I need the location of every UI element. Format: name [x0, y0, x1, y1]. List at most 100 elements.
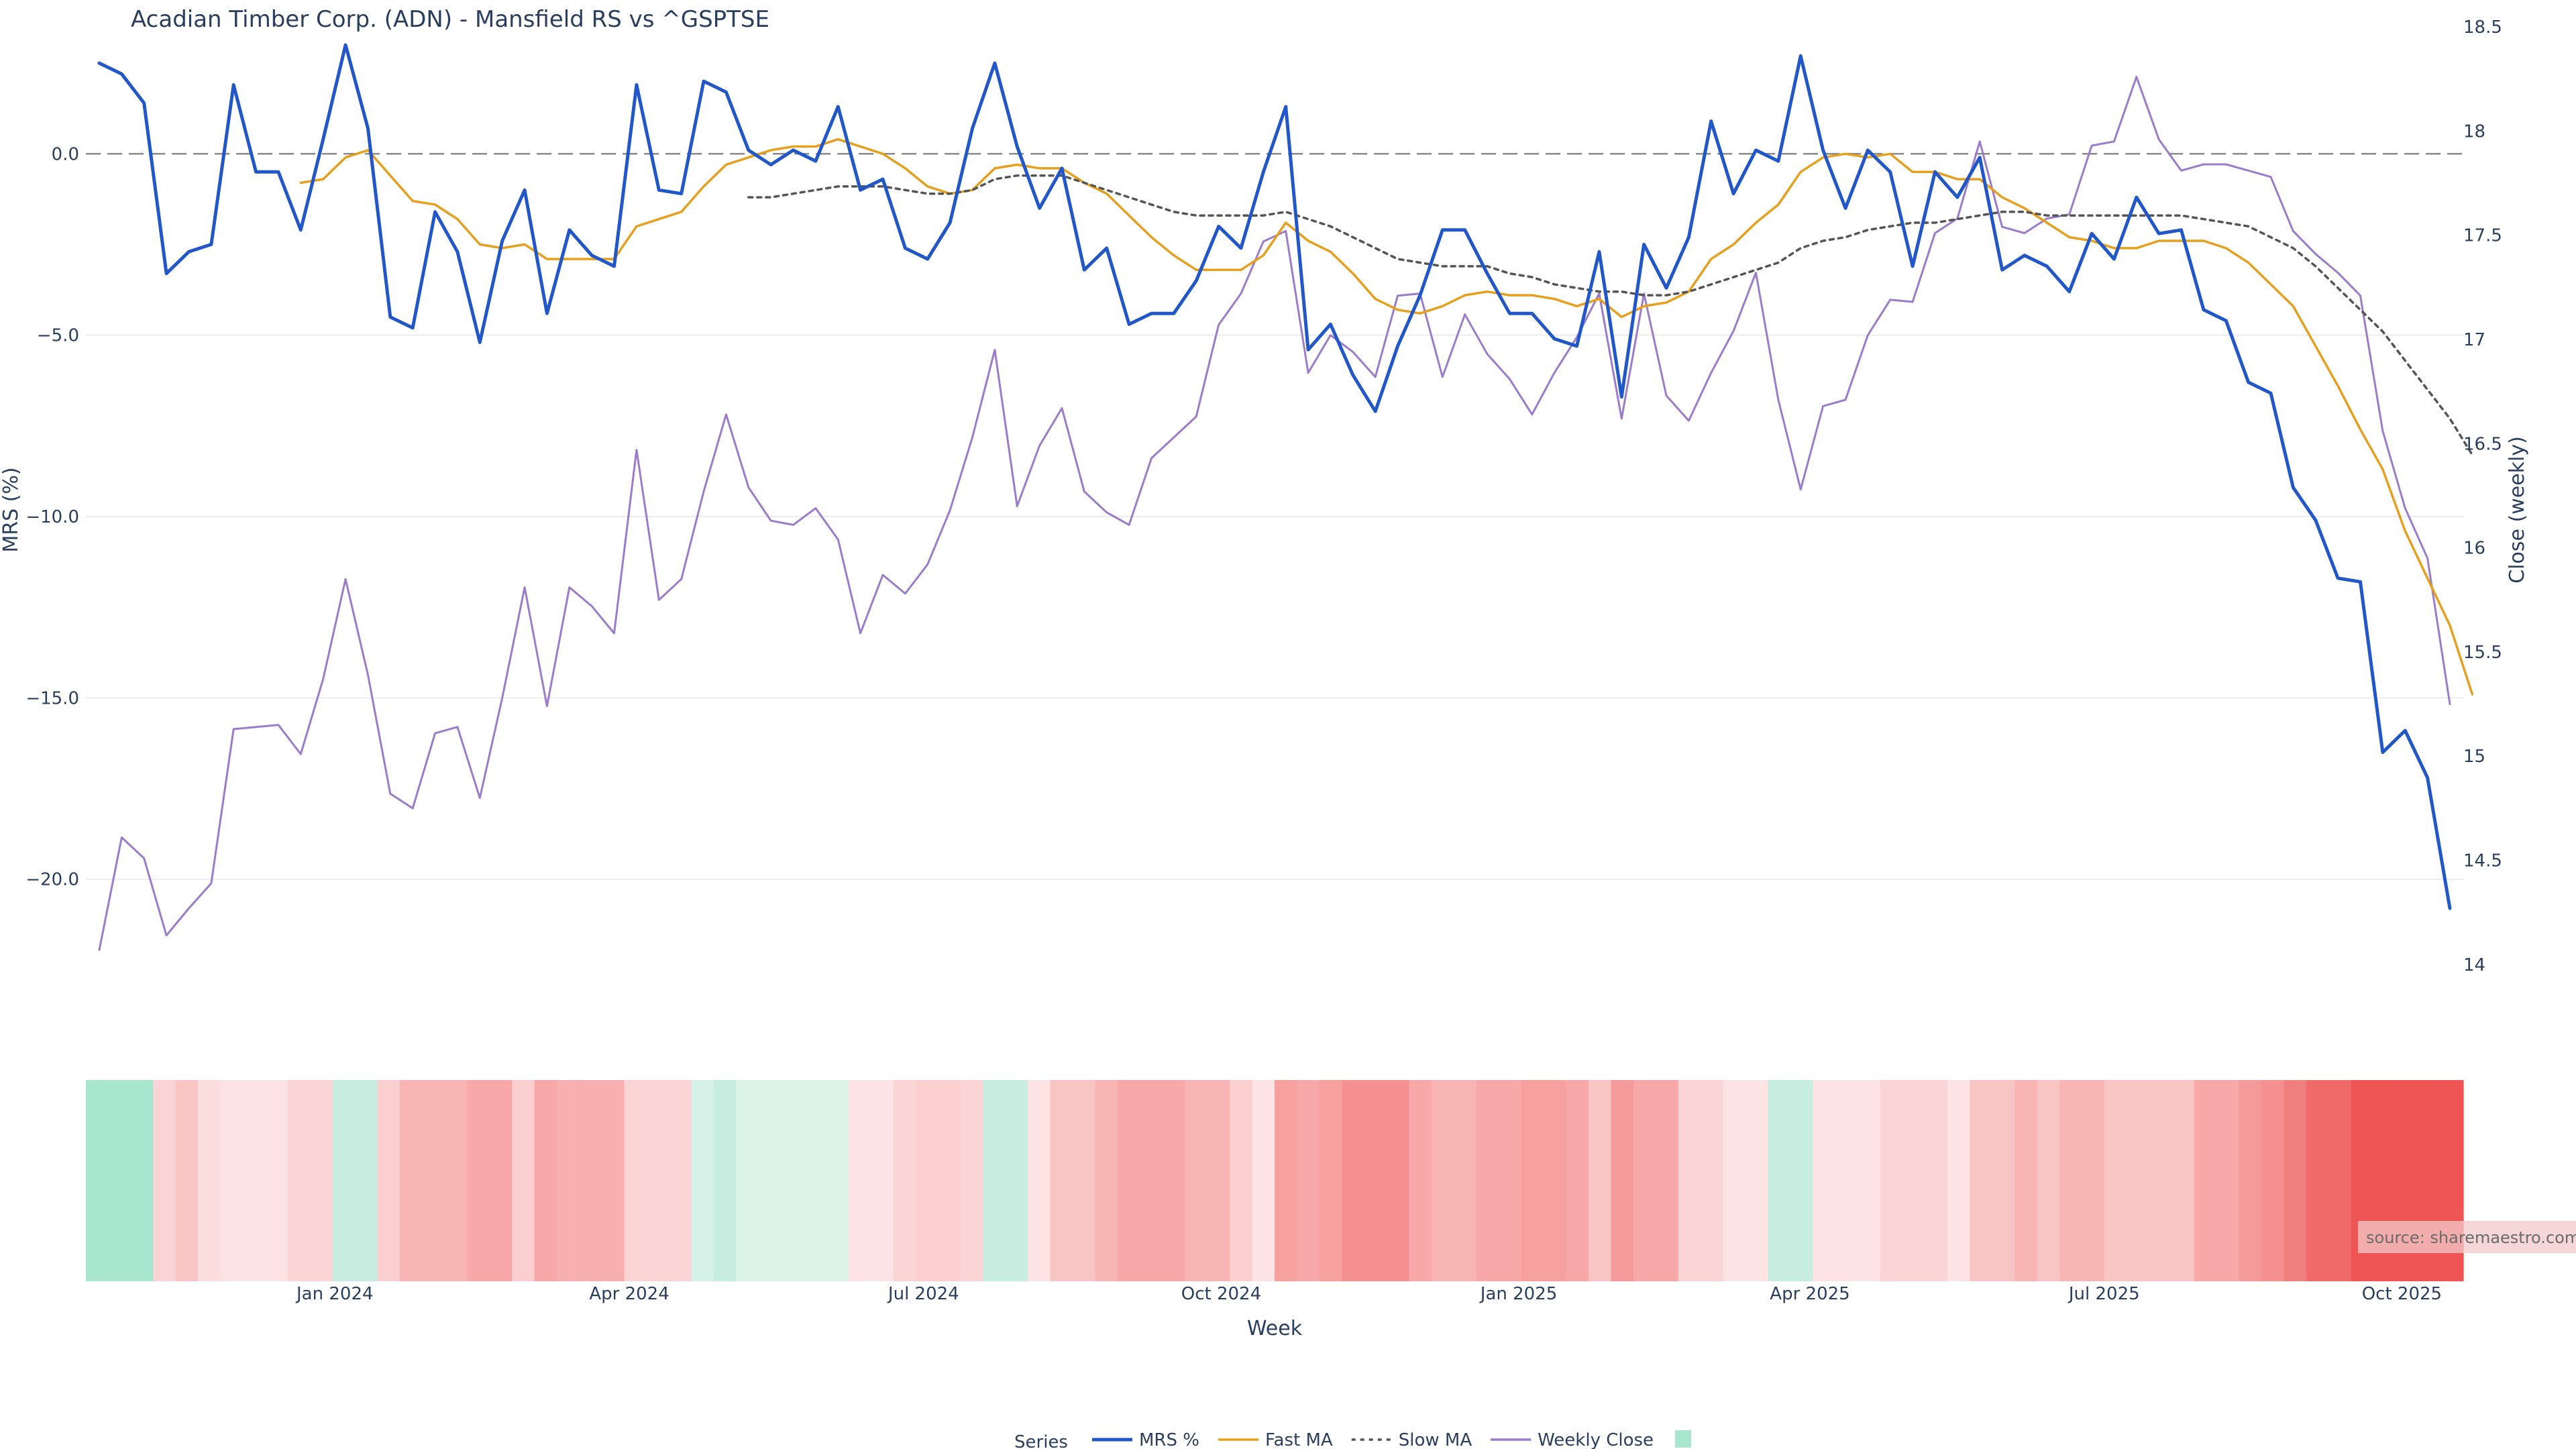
heatmap-cell — [960, 1080, 983, 1281]
heatmap-cell — [1880, 1080, 1903, 1281]
heatmap-cell — [826, 1080, 849, 1281]
y2-tick-label: 17 — [2463, 330, 2485, 350]
heatmap-cell — [1185, 1080, 1208, 1281]
legend-label: Weekly Close — [1538, 1430, 1654, 1449]
heatmap-cell — [489, 1080, 513, 1281]
heatmap-cell — [1678, 1080, 1701, 1281]
heatmap-cell — [714, 1080, 737, 1281]
heatmap-cell — [1454, 1080, 1477, 1281]
x-tick-label: Jan 2024 — [295, 1284, 374, 1304]
legend: Series MRS % Fast MA Slow MA Weekly Close — [1014, 1430, 1692, 1449]
grid-lines — [86, 153, 2463, 880]
heatmap-cell — [1364, 1080, 1387, 1281]
heatmap-cell — [243, 1080, 266, 1281]
heatmap-cell — [1207, 1080, 1230, 1281]
heatmap-cell — [1140, 1080, 1163, 1281]
heatmap-cell — [601, 1080, 625, 1281]
heatmap-cell — [198, 1080, 221, 1281]
heatmap-cell — [691, 1080, 714, 1281]
y2-tick-label: 17.5 — [2463, 226, 2502, 246]
y2-tick-label: 14.5 — [2463, 851, 2502, 871]
heatmap-cell — [1701, 1080, 1724, 1281]
legend-label: Slow MA — [1399, 1430, 1472, 1449]
y2-tick-label: 16.5 — [2463, 434, 2502, 454]
y2-tick-label: 14 — [2463, 955, 2485, 975]
heatmap-cell — [444, 1080, 468, 1281]
y2-tick-label: 15 — [2463, 747, 2485, 767]
source-box — [2358, 1221, 2576, 1253]
heatmap-cell — [1297, 1080, 1320, 1281]
heatmap-cell — [848, 1080, 871, 1281]
heatmap-cell — [534, 1080, 557, 1281]
y-tick-label: 0.0 — [52, 144, 79, 164]
heatmap-cell — [332, 1080, 356, 1281]
x-tick-label: Apr 2024 — [589, 1284, 669, 1304]
x-tick-label: Jan 2025 — [1479, 1284, 1558, 1304]
heatmap-cell — [2306, 1080, 2329, 1281]
heatmap-cell — [220, 1080, 244, 1281]
heatmap-cell — [1790, 1080, 1814, 1281]
y-tick-label: −20.0 — [25, 870, 79, 890]
heatmap-cell — [1095, 1080, 1118, 1281]
heatmap-cell — [1723, 1080, 1746, 1281]
x-tick-label: Jul 2024 — [887, 1284, 959, 1304]
heatmap-cell — [2194, 1080, 2217, 1281]
heatmap-cell — [1947, 1080, 1971, 1281]
heatmap-cell — [1656, 1080, 1679, 1281]
heatmap-cell — [1499, 1080, 1522, 1281]
y-tick-label: −10.0 — [25, 507, 79, 527]
heatmap-cell — [1342, 1080, 1365, 1281]
heatmap-cell — [355, 1080, 378, 1281]
heatmap-cell — [1432, 1080, 1455, 1281]
y-axis-title: MRS (%) — [0, 467, 23, 552]
heatmap-cell — [759, 1080, 782, 1281]
heatmap-cell — [1319, 1080, 1342, 1281]
y2-tick-label: 15.5 — [2463, 643, 2502, 663]
heatmap-cell — [1387, 1080, 1410, 1281]
heatmap-cell — [130, 1080, 154, 1281]
y-axis-ticks: 0.0 −5.0 −10.0 −15.0 −20.0 — [25, 144, 79, 890]
heatmap-cell — [287, 1080, 311, 1281]
x-tick-label: Oct 2024 — [1181, 1284, 1261, 1304]
y-tick-label: −5.0 — [37, 326, 79, 346]
heatmap-cell — [1970, 1080, 1993, 1281]
heatmap-cell — [871, 1080, 894, 1281]
heatmap-cell — [579, 1080, 602, 1281]
heatmap-cell — [2261, 1080, 2285, 1281]
heatmap-strip — [86, 1080, 2464, 1281]
heatmap-cell — [1476, 1080, 1499, 1281]
heatmap-cell — [2328, 1080, 2352, 1281]
heatmap-cell — [1858, 1080, 1881, 1281]
heatmap-cell — [1589, 1080, 1612, 1281]
heatmap-cell — [557, 1080, 580, 1281]
heatmap-cell — [400, 1080, 423, 1281]
series-line-fast-ma — [299, 138, 2474, 696]
heatmap-cell — [2059, 1080, 2083, 1281]
heatmap-cell — [1768, 1080, 1791, 1281]
series-line-slow-ma — [747, 174, 2474, 456]
heatmap-cell — [1835, 1080, 1858, 1281]
heatmap-cell — [2239, 1080, 2262, 1281]
heatmap-cell — [803, 1080, 826, 1281]
x-tick-label: Oct 2025 — [2362, 1284, 2442, 1304]
heatmap-cell — [2149, 1080, 2172, 1281]
heatmap-cell — [2015, 1080, 2038, 1281]
heatmap-cell — [1992, 1080, 2015, 1281]
heatmap-cell — [310, 1080, 333, 1281]
heatmap-cell — [467, 1080, 490, 1281]
heatmap-cell — [916, 1080, 939, 1281]
heatmap-cell — [1544, 1080, 1567, 1281]
heatmap-cell — [1746, 1080, 1769, 1281]
series-line-mrs — [97, 43, 2452, 910]
heatmap-cell — [1162, 1080, 1185, 1281]
heatmap-cell — [2284, 1080, 2307, 1281]
heatmap-cell — [2127, 1080, 2150, 1281]
heatmap-cell — [86, 1080, 109, 1281]
heatmap-cell — [2082, 1080, 2105, 1281]
heatmap-cell — [1028, 1080, 1051, 1281]
heatmap-cell — [1902, 1080, 1926, 1281]
heatmap-cell — [2104, 1080, 2128, 1281]
legend-heatmap-swatch — [1675, 1430, 1692, 1448]
y2-tick-label: 18 — [2463, 121, 2485, 142]
